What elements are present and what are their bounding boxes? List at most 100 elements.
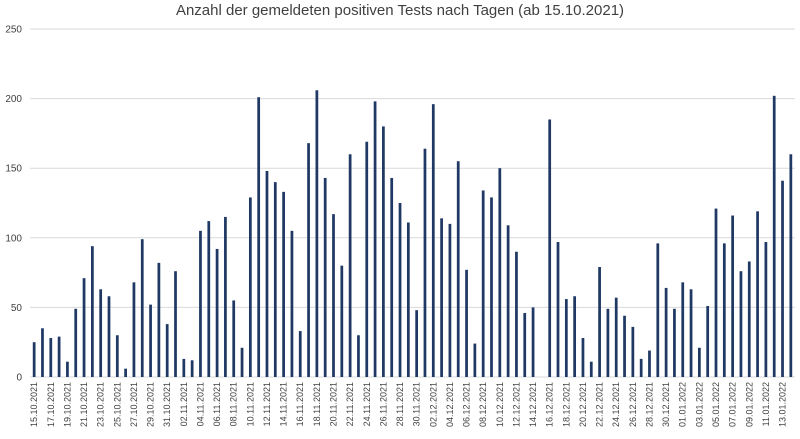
bar-02.01.2022	[689, 289, 693, 377]
bar-08.12.2021	[481, 190, 485, 377]
x-tick-label: 12.11.2021	[262, 382, 272, 426]
x-tick-label: 11.01.2022	[761, 382, 771, 426]
bar-04.01.2022	[706, 306, 710, 377]
bar-01.01.2022	[681, 282, 685, 377]
bar-12.01.2022	[772, 95, 776, 377]
bar-11.12.2021	[506, 225, 510, 377]
y-tick-label: 50	[11, 303, 23, 314]
bar-23.11.2021	[357, 335, 360, 377]
x-tick-label: 04.11.2021	[195, 382, 205, 426]
bar-19.10.2021	[66, 361, 69, 377]
bar-27.10.2021	[132, 282, 136, 377]
bar-20.12.2021	[581, 338, 585, 377]
x-tick-label: 02.11.2021	[179, 382, 189, 426]
bar-28.10.2021	[140, 239, 144, 377]
bar-17.11.2021	[307, 143, 310, 377]
bar-14.12.2021	[531, 307, 535, 377]
bar-31.12.2021	[673, 308, 676, 377]
bar-31.10.2021	[165, 324, 169, 377]
x-tick-label: 27.10.2021	[129, 382, 139, 427]
bar-21.11.2021	[340, 265, 344, 377]
x-tick-label: 10.11.2021	[245, 382, 255, 426]
bar-28.12.2021	[648, 350, 651, 377]
y-tick-label: 200	[5, 94, 22, 105]
bar-18.11.2021	[315, 90, 319, 377]
x-tick-label: 07.01.2022	[728, 382, 738, 427]
bar-05.12.2021	[456, 161, 460, 377]
x-tick-label: 24.12.2021	[611, 382, 621, 427]
bar-18.10.2021	[57, 336, 61, 377]
x-tick-label: 13.01.2022	[778, 382, 788, 427]
bar-08.01.2022	[739, 271, 743, 377]
x-tick-label: 08.12.2021	[478, 382, 488, 427]
x-tick-label: 22.12.2021	[595, 382, 605, 427]
bar-07.11.2021	[224, 216, 227, 377]
x-tick-label: 05.01.2022	[711, 382, 721, 427]
x-tick-label: 22.11.2021	[345, 382, 355, 426]
bar-12.11.2021	[265, 170, 269, 377]
x-tick-label: 16.11.2021	[295, 382, 305, 426]
bar-21.12.2021	[589, 361, 593, 377]
bar-10.11.2021	[248, 197, 252, 377]
x-tick-label: 30.11.2021	[412, 382, 422, 426]
bar-26.11.2021	[382, 126, 385, 377]
bar-30.10.2021	[157, 262, 161, 377]
bar-03.01.2022	[698, 347, 701, 377]
x-tick-label: 21.10.2021	[79, 382, 89, 427]
chart-title: Anzahl der gemeldeten positiven Tests na…	[175, 2, 625, 19]
bar-16.12.2021	[548, 119, 552, 377]
x-tick-label: 28.11.2021	[395, 382, 405, 426]
x-tick-label: 20.11.2021	[329, 382, 339, 426]
bar-27.11.2021	[390, 177, 394, 377]
bar-09.12.2021	[490, 197, 493, 377]
bar-15.10.2021	[32, 342, 36, 377]
x-tick-label: 03.01.2022	[694, 382, 704, 427]
bar-14.11.2021	[282, 191, 285, 377]
bar-04.11.2021	[199, 230, 202, 377]
bar-06.11.2021	[215, 248, 219, 377]
x-tick-label: 06.11.2021	[212, 382, 222, 426]
bar-23.12.2021	[606, 308, 610, 377]
x-tick-label: 14.12.2021	[528, 382, 538, 427]
x-tick-label: 15.10.2021	[29, 382, 39, 427]
x-tick-label: 09.01.2022	[744, 382, 754, 427]
x-tick-label: 30.12.2021	[661, 382, 671, 427]
bar-29.12.2021	[656, 243, 660, 377]
bar-16.11.2021	[298, 331, 302, 377]
x-tick-label: 04.12.2021	[445, 382, 455, 427]
x-tick-label: 19.10.2021	[62, 382, 72, 427]
x-tick-label: 10.12.2021	[495, 382, 505, 427]
x-tick-label: 01.01.2022	[678, 382, 688, 427]
bar-05.01.2022	[714, 208, 718, 377]
bar-24.10.2021	[107, 296, 111, 377]
x-tick-label: 12.12.2021	[511, 382, 521, 427]
bar-25.11.2021	[373, 101, 377, 377]
bar-07.01.2022	[731, 215, 734, 377]
bar-07.12.2021	[473, 343, 477, 377]
bar-01.12.2021	[423, 148, 427, 377]
bar-08.11.2021	[232, 300, 236, 377]
y-tick-label: 0	[16, 373, 22, 384]
x-tick-label: 14.11.2021	[279, 382, 289, 426]
x-tick-label: 18.12.2021	[561, 382, 571, 427]
bar-30.11.2021	[415, 310, 419, 377]
bar-29.10.2021	[149, 304, 152, 377]
x-tick-label: 25.10.2021	[112, 382, 122, 427]
bar-21.10.2021	[82, 278, 86, 377]
bar-22.12.2021	[598, 267, 601, 377]
bar-11.11.2021	[257, 97, 261, 378]
x-tick-label: 18.11.2021	[312, 382, 322, 426]
bar-20.11.2021	[332, 214, 335, 377]
bar-02.11.2021	[182, 358, 186, 377]
bar-10.01.2022	[756, 211, 759, 377]
bar-04.12.2021	[448, 223, 452, 377]
bar-23.10.2021	[99, 289, 103, 377]
bar-09.11.2021	[240, 347, 244, 377]
bar-11.01.2022	[764, 241, 768, 377]
bar-26.10.2021	[124, 368, 127, 377]
x-tick-label: 16.12.2021	[545, 382, 555, 427]
bar-25.12.2021	[623, 315, 626, 377]
bar-25.10.2021	[115, 335, 119, 377]
x-tick-label: 02.12.2021	[428, 382, 438, 427]
